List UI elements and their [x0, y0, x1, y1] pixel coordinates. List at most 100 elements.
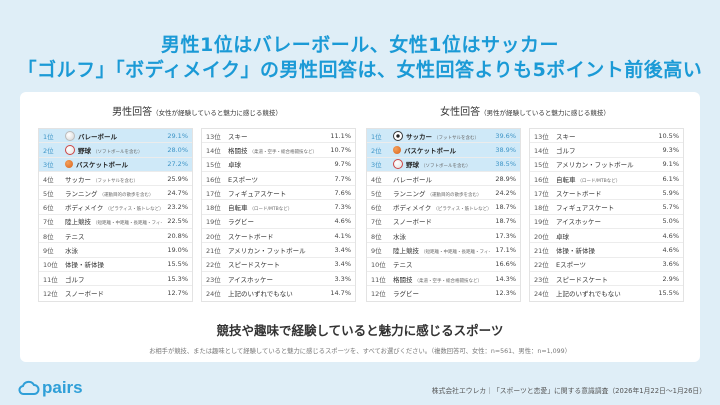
- sport-name: ランニング （運動目的の散歩を含む）: [65, 189, 154, 198]
- percent-value: 38.5%: [495, 160, 516, 169]
- rank-label: 17位: [534, 189, 549, 198]
- percent-value: 15.3%: [167, 274, 188, 283]
- female-ranking-col-2: 13位 スキー 10.5% 14位 ゴルフ 9.3% 15位 アメリカン・フットボール 9.1%…: [529, 128, 684, 302]
- sport-name: バスケットボール: [404, 146, 456, 155]
- rank-label: 10位: [371, 261, 386, 270]
- percent-value: 29.1%: [167, 131, 188, 140]
- sport-name: アイスホッケー: [556, 218, 601, 227]
- sport-name: スノーボード: [393, 218, 432, 227]
- percent-value: 4.6%: [334, 217, 351, 226]
- percent-value: 23.2%: [167, 203, 188, 212]
- sport-name: ラグビー: [228, 218, 254, 227]
- baseball-icon: [65, 144, 75, 155]
- rank-label: 11位: [371, 275, 386, 284]
- sport-name: スケートボード: [228, 232, 274, 241]
- table-row: 14位 格闘技 （柔道・空手・総合格闘技など） 10.7%: [202, 143, 355, 158]
- logo-text: pairs: [42, 378, 83, 397]
- table-row: 15位 卓球 9.7%: [202, 158, 355, 172]
- table-row: 15位 アメリカン・フットボール 9.1%: [530, 158, 683, 172]
- rank-label: 8位: [371, 232, 382, 241]
- sport-name: スケートボード: [556, 189, 602, 198]
- rank-label: 17位: [206, 189, 221, 198]
- card-title: 競技や趣味で経験していると魅力に感じるスポーツ: [216, 323, 504, 338]
- percent-value: 3.4%: [334, 246, 351, 255]
- rank-label: 8位: [43, 232, 54, 241]
- percent-value: 6.1%: [662, 174, 679, 183]
- rank-label: 19位: [206, 218, 221, 227]
- rank-label: 7位: [43, 218, 54, 227]
- headline-line1: 男性1位はバレーボール、女性1位はサッカー: [161, 34, 559, 56]
- sport-name: フィギュアスケート: [228, 189, 287, 198]
- rank-label: 19位: [534, 218, 549, 227]
- sport-name: サッカー （フットサルを含む）: [65, 175, 138, 184]
- sport-note: （ロード/MTBなど）: [577, 178, 621, 184]
- sport-name: バレーボール: [78, 132, 117, 141]
- sport-name: 体操・新体操: [556, 247, 595, 256]
- sport-note: （短距離・中距離・長距離・フィールド）: [421, 250, 490, 256]
- percent-value: 2.9%: [662, 274, 679, 283]
- sport-name: 野球 （ソフトボールを含む）: [78, 146, 143, 155]
- table-row: 16位 自転車 （ロード/MTBなど） 6.1%: [530, 172, 683, 187]
- percent-value: 12.3%: [495, 289, 516, 298]
- table-row: 5位 ランニング （運動目的の散歩を含む） 24.2%: [367, 186, 520, 201]
- sport-name: スノーボード: [65, 290, 104, 299]
- rank-label: 11位: [43, 275, 58, 284]
- table-row: 20位 スケートボード 4.1%: [202, 229, 355, 244]
- percent-value: 4.1%: [334, 231, 351, 240]
- rank-label: 18位: [206, 204, 221, 213]
- table-row: 4位 サッカー （フットサルを含む） 25.9%: [39, 172, 192, 187]
- table-row: 6位 ボディメイク （ピラティス・筋トレなど） 23.2%: [39, 200, 192, 215]
- table-row: 1位 サッカー （フットサルを含む） 39.6%: [367, 129, 520, 144]
- rank-label: 23位: [206, 275, 221, 284]
- table-row: 11位 ゴルフ 15.3%: [39, 272, 192, 287]
- sport-note: （ソフトボールを含む）: [93, 149, 143, 155]
- sport-note: （短距離・中距離・長距離・フィールド）: [93, 221, 162, 227]
- rank-label: 6位: [43, 204, 54, 213]
- percent-value: 9.3%: [662, 145, 679, 154]
- table-row: 22位 スピードスケート 3.4%: [202, 258, 355, 272]
- rank-label: 24位: [534, 290, 549, 299]
- table-row: 9位 陸上競技（短距離・中距離・長距離・フィールド） 17.1%: [367, 243, 520, 258]
- percent-value: 24.2%: [495, 188, 516, 197]
- rank-label: 22位: [206, 261, 221, 270]
- percent-value: 18.7%: [495, 203, 516, 212]
- table-row: 3位 バスケットボール 27.2%: [39, 157, 192, 172]
- sport-note: （ピラティス・筋トレなど）: [105, 207, 162, 213]
- rank-label: 16位: [534, 175, 549, 184]
- rank-label: 2位: [43, 146, 54, 155]
- pairs-logo: pairs: [18, 378, 83, 398]
- rank-label: 5位: [371, 189, 382, 198]
- sport-note: （運動目的の散歩を含む）: [427, 192, 482, 198]
- table-row: 24位 上記のいずれでもない 15.5%: [530, 286, 683, 300]
- sport-name: Eスポーツ: [228, 175, 258, 184]
- rank-label: 9位: [43, 247, 54, 256]
- sport-note: （フットサルを含む）: [93, 178, 138, 184]
- sport-name: 卓球: [556, 232, 569, 241]
- sport-note: （ソフトボールを含む）: [421, 164, 471, 170]
- rank-label: 21位: [206, 247, 221, 256]
- table-row: 18位 自転車 （ロード/MTBなど） 7.3%: [202, 200, 355, 215]
- table-row: 11位 格闘技 （柔道・空手・総合格闘技など） 14.3%: [367, 272, 520, 287]
- table-row: 1位 バレーボール 29.1%: [39, 129, 192, 144]
- table-row: 7位 スノーボード 18.7%: [367, 215, 520, 230]
- baseball-icon: [393, 159, 403, 170]
- sport-note: （柔道・空手・総合格闘技など）: [414, 278, 483, 284]
- percent-value: 38.9%: [495, 145, 516, 154]
- card-note: お相手が競技、または趣味として経験していると魅力に感じるスポーツを、すべてお選び…: [149, 348, 571, 355]
- male-subtitle: （女性が経験していると魅力に感じる競技）: [152, 109, 282, 117]
- rank-label: 1位: [43, 132, 54, 141]
- percent-value: 24.7%: [167, 188, 188, 197]
- rank-label: 9位: [371, 247, 382, 256]
- rank-label: 7位: [371, 218, 382, 227]
- table-row: 16位 Eスポーツ 7.7%: [202, 172, 355, 187]
- table-row: 22位 Eスポーツ 3.6%: [530, 258, 683, 272]
- table-row: 9位 水泳 19.0%: [39, 243, 192, 258]
- rank-label: 13位: [534, 132, 549, 141]
- sport-name: アメリカン・フットボール: [228, 247, 306, 256]
- sport-name: バスケットボール: [76, 161, 128, 170]
- sport-name: ラグビー: [393, 290, 419, 299]
- rank-label: 3位: [43, 161, 54, 170]
- sport-name: 上記のいずれでもない: [228, 290, 293, 299]
- rank-label: 12位: [43, 290, 58, 299]
- table-row: 12位 ラグビー 12.3%: [367, 286, 520, 300]
